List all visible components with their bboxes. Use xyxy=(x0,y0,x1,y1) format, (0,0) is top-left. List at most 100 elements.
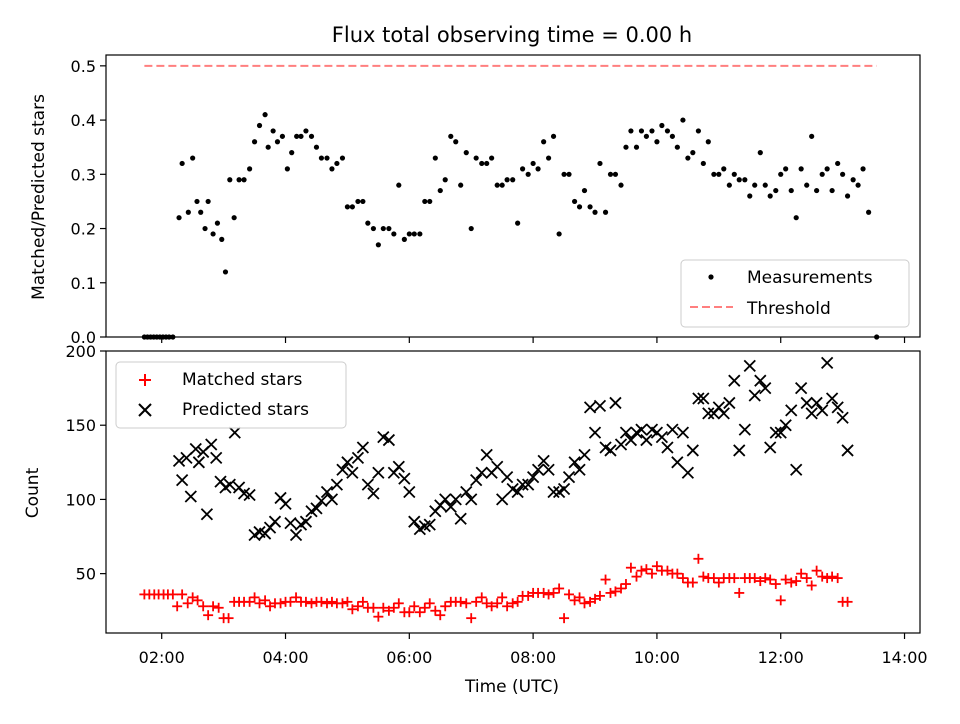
matched-stars-point xyxy=(430,605,441,616)
measurement-point xyxy=(612,171,619,177)
predicted-stars-point xyxy=(774,426,787,439)
measurement-point xyxy=(736,177,742,183)
matched-stars-point xyxy=(306,598,317,609)
predicted-stars-point xyxy=(568,456,581,469)
matched-stars-point xyxy=(192,595,203,606)
matched-stars-point xyxy=(249,592,260,603)
predicted-stars-point xyxy=(754,374,767,387)
matched-stars-point xyxy=(646,568,657,579)
predicted-stars-point xyxy=(408,515,421,528)
top-legend-box xyxy=(680,259,910,328)
matched-stars-point xyxy=(254,598,265,609)
measurement-point xyxy=(664,128,671,134)
measurement-point xyxy=(788,187,794,194)
predicted-stars-point xyxy=(790,463,803,476)
matched-stars-point xyxy=(631,571,642,582)
measurement-point xyxy=(519,166,526,172)
predicted-stars-point xyxy=(557,482,571,496)
predicted-stars-point xyxy=(728,374,741,387)
predicted-stars-point xyxy=(465,493,478,506)
measurement-point xyxy=(592,209,598,215)
matched-stars-point xyxy=(476,592,487,603)
predicted-stars-point xyxy=(795,381,808,395)
measurement-point xyxy=(757,150,763,156)
measurement-point xyxy=(313,144,320,150)
measurement-point xyxy=(587,204,593,210)
predicted-stars-point xyxy=(516,478,529,491)
measurement-point xyxy=(406,231,412,237)
matched-stars-point xyxy=(486,601,497,612)
measurement-point xyxy=(494,182,500,188)
top-panel-ylabel: Matched/Predicted stars xyxy=(29,94,49,300)
measurement-point xyxy=(489,155,495,161)
measurement-point xyxy=(814,187,820,194)
predicted-stars-point xyxy=(800,396,813,410)
measurement-point xyxy=(809,133,815,139)
measurement-point xyxy=(618,182,624,188)
matched-stars-point xyxy=(512,596,523,607)
measurement-point xyxy=(380,225,386,232)
measurement-point xyxy=(479,160,485,167)
matched-stars-point xyxy=(554,583,565,594)
predicted-stars-point xyxy=(398,472,411,485)
matched-stars-point xyxy=(461,598,472,609)
xtick-label: 04:00 xyxy=(262,648,308,667)
matched-stars-point xyxy=(492,598,503,609)
ytick-label: 0.0 xyxy=(71,328,96,347)
measurement-point xyxy=(484,160,490,167)
predicted-stars-point xyxy=(284,517,297,530)
predicted-stars-point xyxy=(573,463,586,476)
measurement-point xyxy=(284,166,290,172)
measurement-point xyxy=(318,155,325,161)
measurement-point xyxy=(566,171,572,177)
measurement-point xyxy=(623,144,629,150)
predicted-stars-point xyxy=(562,471,576,484)
measurement-point xyxy=(355,198,361,205)
matched-stars-point xyxy=(687,577,698,588)
predicted-stars-point xyxy=(779,419,792,432)
measurement-point xyxy=(422,198,428,205)
bottom-panel-ticks: 50 100 150 200 02:00 04:00 06:00 08:00 10:00 12:0… xyxy=(65,342,927,667)
predicted-stars-point xyxy=(184,490,197,503)
measurement-point xyxy=(659,122,665,129)
measurement-point xyxy=(279,133,286,139)
ytick-label: 0.3 xyxy=(71,165,96,184)
predicted-stars-point xyxy=(470,473,483,487)
predicted-stars-point xyxy=(785,404,798,417)
legend-matched-label: Matched stars xyxy=(182,370,302,390)
predicted-stars-point xyxy=(583,401,597,414)
top-legend: Measurements Threshold xyxy=(680,259,910,328)
predicted-stars-point xyxy=(640,433,653,447)
legend-matched-marker xyxy=(139,374,151,386)
measurement-point xyxy=(628,128,634,134)
measurement-point xyxy=(432,155,438,161)
matched-stars-point xyxy=(326,596,337,607)
measurement-point xyxy=(649,128,655,134)
measurement-point xyxy=(360,198,366,205)
matched-stars-point xyxy=(208,601,219,612)
measurement-point xyxy=(256,122,263,129)
matched-stars-point xyxy=(300,596,311,607)
matched-stars-point xyxy=(424,598,435,609)
measurement-point xyxy=(227,177,233,183)
measurement-point xyxy=(334,160,340,167)
measurement-point xyxy=(219,236,225,242)
xtick-label: 14:00 xyxy=(881,648,927,667)
predicted-stars-point xyxy=(279,497,292,511)
matched-stars-point xyxy=(786,577,797,588)
measurement-point xyxy=(581,187,588,194)
measurement-point xyxy=(190,155,196,161)
measurement-point xyxy=(695,128,701,134)
matched-stars-point xyxy=(342,596,353,607)
measurement-point xyxy=(571,198,578,205)
measurement-point xyxy=(783,166,789,172)
measurement-point xyxy=(427,198,433,205)
predicted-stars-point xyxy=(289,528,303,542)
measurement-point xyxy=(855,182,861,188)
matched-stars-point xyxy=(817,571,828,582)
measurement-point xyxy=(716,171,722,177)
measurement-point xyxy=(680,117,686,123)
predicted-stars-point xyxy=(805,407,818,420)
predicted-stars-point xyxy=(619,426,633,439)
measurement-point xyxy=(179,160,185,167)
